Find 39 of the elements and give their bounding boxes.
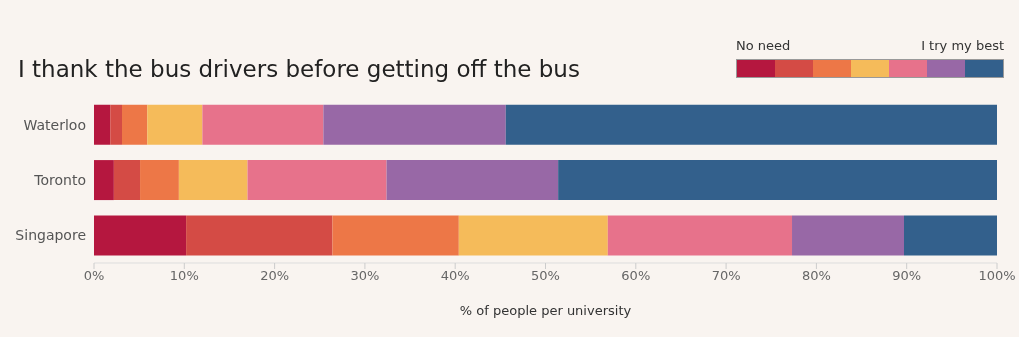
bar (458, 215, 608, 256)
x-tick-label: 20% (260, 268, 290, 284)
x-tick-label: 40% (440, 268, 470, 284)
bar (113, 160, 141, 201)
x-tick-label: 80% (801, 268, 831, 284)
x-axis-title: % of people per university (459, 303, 632, 318)
bar (94, 160, 114, 201)
x-tick-label: 0% (83, 268, 105, 284)
bar (607, 215, 793, 256)
bar (792, 215, 904, 256)
bar (558, 160, 997, 201)
bar (110, 104, 122, 145)
chart-title: I thank the bus drivers before getting off the bus (18, 56, 580, 82)
bar (505, 104, 997, 145)
x-tick-label: 70% (711, 268, 741, 284)
bar (903, 215, 997, 256)
bar (186, 215, 333, 256)
bar (147, 104, 203, 145)
x-tick-label: 90% (892, 268, 922, 284)
x-tick-label: 10% (169, 268, 199, 284)
text: No need (736, 38, 791, 53)
x-tick-label: 50% (531, 268, 560, 284)
x-tick-label: 30% (350, 268, 380, 284)
text: I try my best (921, 38, 1004, 53)
bar (332, 215, 459, 256)
bar (94, 104, 111, 145)
bar (178, 160, 248, 201)
bar (247, 160, 387, 201)
bar (323, 104, 506, 145)
x-tick-label: 100% (978, 268, 1016, 284)
x-tick-label: 60% (621, 268, 651, 284)
bar (140, 160, 179, 201)
bar (94, 215, 187, 256)
y-tick-label: Toronto (33, 171, 86, 188)
bar (386, 160, 559, 201)
y-tick-label: Waterloo (23, 116, 86, 133)
bar (121, 104, 148, 145)
bar (202, 104, 324, 145)
y-tick-label: Singapore (15, 227, 86, 244)
